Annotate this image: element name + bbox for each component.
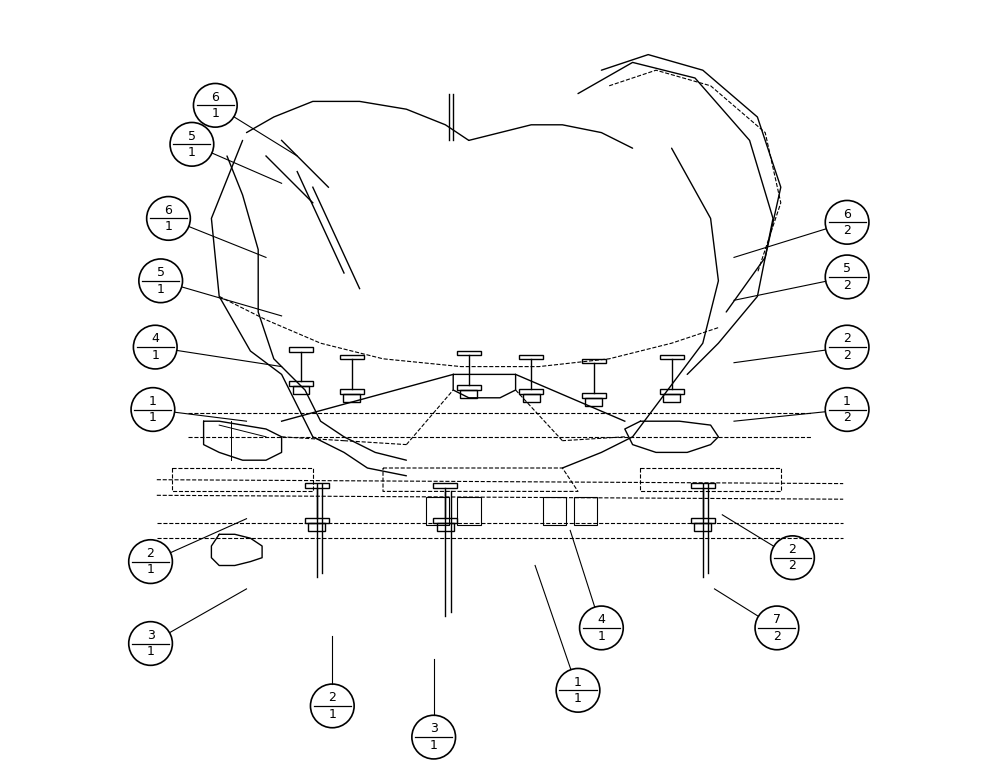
Text: 1: 1 bbox=[151, 349, 159, 362]
Text: 2: 2 bbox=[773, 629, 781, 643]
Bar bbox=[660, 389, 684, 394]
Bar bbox=[308, 523, 325, 530]
Text: 1: 1 bbox=[430, 739, 438, 752]
Text: 1: 1 bbox=[147, 645, 154, 658]
Bar bbox=[691, 484, 715, 488]
Text: 6: 6 bbox=[165, 204, 172, 217]
Text: 5: 5 bbox=[843, 262, 851, 275]
Text: 1: 1 bbox=[147, 563, 154, 576]
Text: 5: 5 bbox=[157, 266, 165, 279]
Text: 6: 6 bbox=[843, 207, 851, 221]
Bar bbox=[343, 394, 360, 402]
Bar bbox=[457, 351, 481, 356]
Text: 2: 2 bbox=[328, 691, 336, 704]
Bar bbox=[582, 393, 606, 398]
Text: 2: 2 bbox=[843, 332, 851, 346]
Text: 1: 1 bbox=[165, 220, 172, 233]
Text: 2: 2 bbox=[843, 224, 851, 237]
Bar bbox=[694, 523, 711, 530]
Bar bbox=[457, 385, 481, 390]
Text: 2: 2 bbox=[843, 349, 851, 362]
Bar bbox=[460, 390, 477, 398]
Bar bbox=[433, 518, 457, 523]
Bar bbox=[340, 355, 364, 360]
Bar bbox=[523, 394, 540, 402]
Text: 3: 3 bbox=[430, 722, 438, 736]
Bar bbox=[582, 359, 606, 363]
Bar bbox=[289, 381, 313, 386]
Text: 2: 2 bbox=[789, 543, 796, 556]
Text: 1: 1 bbox=[574, 692, 582, 705]
Bar bbox=[293, 386, 309, 394]
Text: 2: 2 bbox=[147, 547, 154, 560]
Bar bbox=[519, 355, 543, 360]
Bar bbox=[574, 497, 597, 525]
Bar bbox=[289, 347, 313, 352]
Text: 1: 1 bbox=[211, 107, 219, 120]
Text: 1: 1 bbox=[328, 707, 336, 721]
Bar bbox=[519, 389, 543, 394]
Text: 7: 7 bbox=[773, 613, 781, 626]
Text: 3: 3 bbox=[147, 629, 154, 642]
Text: 1: 1 bbox=[149, 411, 157, 424]
Text: 1: 1 bbox=[149, 395, 157, 408]
Bar bbox=[585, 398, 602, 406]
Bar bbox=[457, 497, 480, 525]
Text: 1: 1 bbox=[157, 282, 165, 296]
Text: 6: 6 bbox=[211, 90, 219, 104]
Bar bbox=[340, 389, 364, 394]
Text: 2: 2 bbox=[843, 278, 851, 292]
Text: 4: 4 bbox=[151, 332, 159, 346]
Text: 1: 1 bbox=[574, 675, 582, 689]
Text: 2: 2 bbox=[789, 559, 796, 573]
Bar bbox=[691, 518, 715, 523]
Bar bbox=[660, 355, 684, 360]
Bar bbox=[305, 484, 329, 488]
Text: 4: 4 bbox=[597, 613, 605, 626]
Bar bbox=[543, 497, 566, 525]
Text: 1: 1 bbox=[597, 629, 605, 643]
Bar bbox=[663, 394, 680, 402]
Bar bbox=[305, 518, 329, 523]
Bar bbox=[437, 523, 454, 530]
Bar bbox=[433, 484, 457, 488]
Text: 5: 5 bbox=[188, 129, 196, 143]
Text: 1: 1 bbox=[843, 395, 851, 408]
Text: 1: 1 bbox=[188, 146, 196, 159]
Text: 2: 2 bbox=[843, 411, 851, 424]
Bar bbox=[426, 497, 449, 525]
